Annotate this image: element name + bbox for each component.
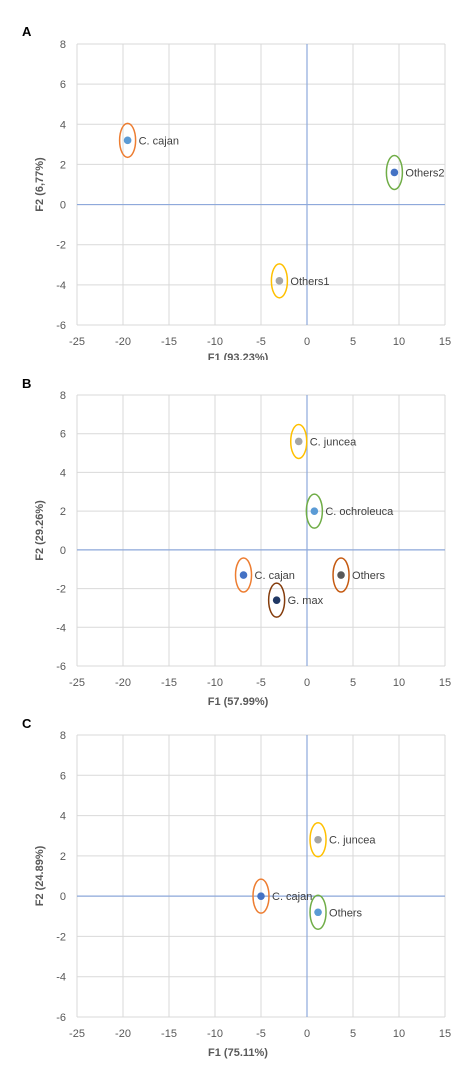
- data-point: [337, 571, 345, 579]
- point-highlight-ring: [289, 423, 308, 460]
- x-tick-label: -10: [207, 677, 223, 689]
- x-tick-label: -25: [69, 677, 85, 689]
- x-tick-label: 10: [393, 336, 405, 348]
- point-highlight-ring: [118, 122, 137, 159]
- y-tick-label: 8: [60, 390, 66, 402]
- x-tick-label: -25: [69, 1028, 85, 1040]
- data-point: [239, 571, 248, 579]
- data-point-label: Others2: [405, 167, 444, 179]
- data-point-label: Others1: [290, 276, 329, 288]
- y-tick-label: 2: [60, 159, 66, 171]
- y-tick-label: -4: [56, 280, 66, 292]
- x-tick-label: 0: [304, 1028, 310, 1040]
- x-tick-label: 15: [439, 1028, 451, 1040]
- data-point: [310, 507, 319, 515]
- data-point: [314, 908, 322, 917]
- point-highlight-ring: [305, 493, 324, 529]
- data-point-label: G. max: [288, 595, 324, 607]
- data-point: [123, 136, 132, 145]
- data-point-label: C. cajan: [272, 891, 312, 903]
- data-point: [275, 277, 284, 285]
- x-tick-label: 5: [350, 336, 356, 348]
- data-point-label: C. ochroleuca: [325, 506, 394, 518]
- x-tick-label: 15: [439, 336, 451, 348]
- panel-letter: B: [22, 376, 31, 391]
- data-point: [257, 892, 265, 900]
- x-tick-label: -15: [161, 1028, 177, 1040]
- y-tick-label: 0: [60, 891, 66, 903]
- x-tick-label: -5: [256, 336, 266, 348]
- x-tick-label: -20: [115, 336, 131, 348]
- y-tick-label: -4: [56, 972, 66, 984]
- x-tick-label: 0: [304, 336, 310, 348]
- x-tick-label: -10: [207, 1028, 223, 1040]
- x-tick-label: -10: [207, 336, 223, 348]
- data-point: [294, 437, 303, 446]
- point-highlight-ring: [385, 154, 404, 191]
- x-axis-title: F1 (75.11%): [208, 1047, 268, 1059]
- point-highlight-ring: [270, 263, 289, 299]
- x-tick-label: 15: [439, 677, 451, 689]
- x-tick-label: 5: [350, 677, 356, 689]
- point-highlight-ring: [309, 821, 327, 858]
- x-tick-label: 0: [304, 677, 310, 689]
- chart-panel-b: B -25 -20 -15 -10 -5 0 5 10 15 -6 -4 -2 0 2 4 6 8 F1 (57.9…: [0, 360, 474, 716]
- y-tick-label: 0: [60, 200, 66, 212]
- y-tick-label: 6: [60, 770, 66, 782]
- x-tick-label: -20: [115, 677, 131, 689]
- data-point-label: C. juncea: [329, 835, 376, 847]
- x-tick-label: -5: [256, 677, 266, 689]
- y-axis-title: F2 (24.89%): [34, 845, 46, 906]
- x-tick-label: 10: [393, 1028, 405, 1040]
- y-axis-title: F2 (6,77%): [34, 157, 46, 212]
- y-axis-title: F2 (29.26%): [34, 500, 46, 561]
- y-tick-label: 0: [60, 545, 66, 557]
- y-tick-label: -4: [56, 622, 66, 634]
- x-tick-label: -15: [161, 336, 177, 348]
- point-highlight-ring: [252, 878, 270, 914]
- y-tick-label: -6: [56, 661, 66, 673]
- x-tick-label: -25: [69, 336, 85, 348]
- x-tick-label: -5: [256, 1028, 266, 1040]
- point-highlight-ring: [234, 557, 253, 593]
- chart-panel-a: A -25 -20 -15 -10 -5 0 5 10 15 -6 -4 -2 0 2 4 6 8 F1 (93,2…: [0, 0, 474, 364]
- panel-letter: A: [22, 24, 32, 39]
- x-tick-label: -20: [115, 1028, 131, 1040]
- point-highlight-ring: [332, 557, 350, 593]
- y-tick-label: 8: [60, 39, 66, 51]
- y-tick-label: 4: [60, 119, 66, 131]
- x-axis-title: F1 (93,23%): [208, 352, 269, 360]
- chart-panel-c: C -25 -20 -15 -10 -5 0 5 10 15 -6 -4 -2 0 2 4 6 8 F1 (75.1…: [0, 716, 474, 1069]
- y-tick-label: 4: [60, 811, 66, 823]
- y-tick-label: -6: [56, 320, 66, 332]
- x-tick-label: 10: [393, 677, 405, 689]
- x-axis-title: F1 (57.99%): [208, 696, 269, 708]
- panel-letter: C: [22, 716, 32, 731]
- y-tick-label: 6: [60, 429, 66, 441]
- y-tick-label: 4: [60, 467, 66, 479]
- data-point: [314, 835, 322, 844]
- data-point-label: C. juncea: [310, 436, 357, 448]
- data-point-label: C. cajan: [255, 570, 295, 582]
- data-point-label: Others: [329, 907, 363, 919]
- y-tick-label: -6: [56, 1012, 66, 1024]
- y-tick-label: -2: [56, 931, 66, 943]
- y-tick-label: 8: [60, 730, 66, 742]
- data-point: [272, 596, 281, 604]
- data-point: [390, 168, 399, 177]
- data-point-label: Others: [352, 570, 386, 582]
- y-tick-label: 2: [60, 851, 66, 863]
- y-tick-label: -2: [56, 240, 66, 252]
- y-tick-label: -2: [56, 584, 66, 596]
- data-point-label: C. cajan: [139, 135, 179, 147]
- point-highlight-ring: [309, 894, 327, 931]
- x-tick-label: 5: [350, 1028, 356, 1040]
- y-tick-label: 2: [60, 506, 66, 518]
- x-tick-label: -15: [161, 677, 177, 689]
- y-tick-label: 6: [60, 79, 66, 91]
- point-highlight-ring: [267, 582, 286, 618]
